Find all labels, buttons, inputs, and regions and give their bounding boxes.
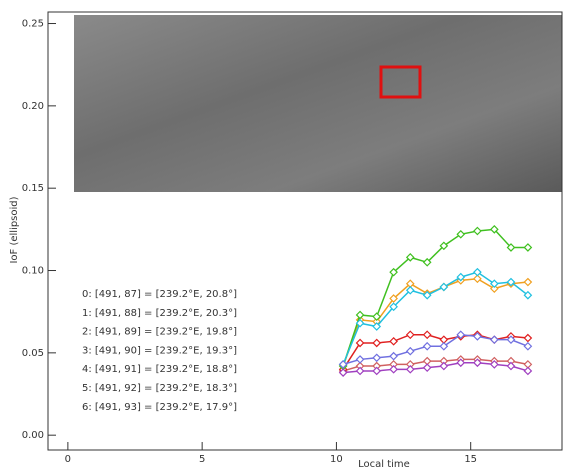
data-point — [424, 364, 431, 371]
chart: IoF (ellipsoid) Local time 0.00 0.05 0.10 0… — [0, 0, 568, 472]
y-axis-label: IoF (ellipsoid) — [9, 196, 20, 263]
x-tick-label: 10 — [330, 454, 343, 465]
data-point — [524, 335, 531, 342]
series-line — [343, 335, 528, 365]
x-tick-label: 5 — [199, 454, 205, 465]
data-point — [407, 331, 414, 338]
legend-entry: 2: [491, 89] = [239.2°E, 19.8°] — [82, 327, 237, 338]
legend-entry: 0: [491, 87] = [239.2°E, 20.8°] — [82, 289, 237, 300]
series-line — [343, 363, 528, 373]
legend-entry: 3: [491, 90] = [239.2°E, 19.3°] — [82, 345, 237, 356]
x-axis-label: Local time — [358, 459, 410, 470]
data-point — [507, 363, 514, 370]
data-point — [390, 366, 397, 373]
y-tick-label: 0.25 — [22, 19, 44, 30]
data-point — [491, 336, 498, 343]
data-point — [424, 331, 431, 338]
y-tick-label: 0.05 — [22, 348, 44, 359]
legend-entry: 6: [491, 93] = [239.2°E, 17.9°] — [82, 402, 237, 413]
y-tick-label: 0.20 — [22, 101, 44, 112]
data-point — [373, 339, 380, 346]
series-line — [343, 272, 528, 364]
data-point — [440, 363, 447, 370]
data-point — [440, 283, 447, 290]
surface-image — [74, 15, 562, 192]
data-point — [390, 338, 397, 345]
data-point — [524, 367, 531, 374]
y-tick-label: 0.10 — [22, 266, 44, 277]
y-tick-label: 0.15 — [22, 183, 44, 194]
data-point — [524, 343, 531, 350]
legend-entry: 5: [491, 92] = [239.2°E, 18.3°] — [82, 383, 237, 394]
data-point — [407, 348, 414, 355]
data-point — [524, 279, 531, 286]
legend-entry: 1: [491, 88] = [239.2°E, 20.3°] — [82, 308, 237, 319]
data-point — [357, 311, 364, 318]
data-point — [373, 367, 380, 374]
data-point — [524, 244, 531, 251]
data-point — [357, 367, 364, 374]
x-tick-label: 0 — [65, 454, 71, 465]
data-point — [407, 366, 414, 373]
data-point — [357, 356, 364, 363]
x-tick-label: 15 — [464, 454, 477, 465]
data-point — [474, 228, 481, 235]
y-tick-label: 0.00 — [22, 430, 44, 441]
data-point — [424, 343, 431, 350]
data-point — [390, 353, 397, 360]
data-point — [373, 354, 380, 361]
legend-entry: 4: [491, 91] = [239.2°E, 18.8°] — [82, 364, 237, 375]
